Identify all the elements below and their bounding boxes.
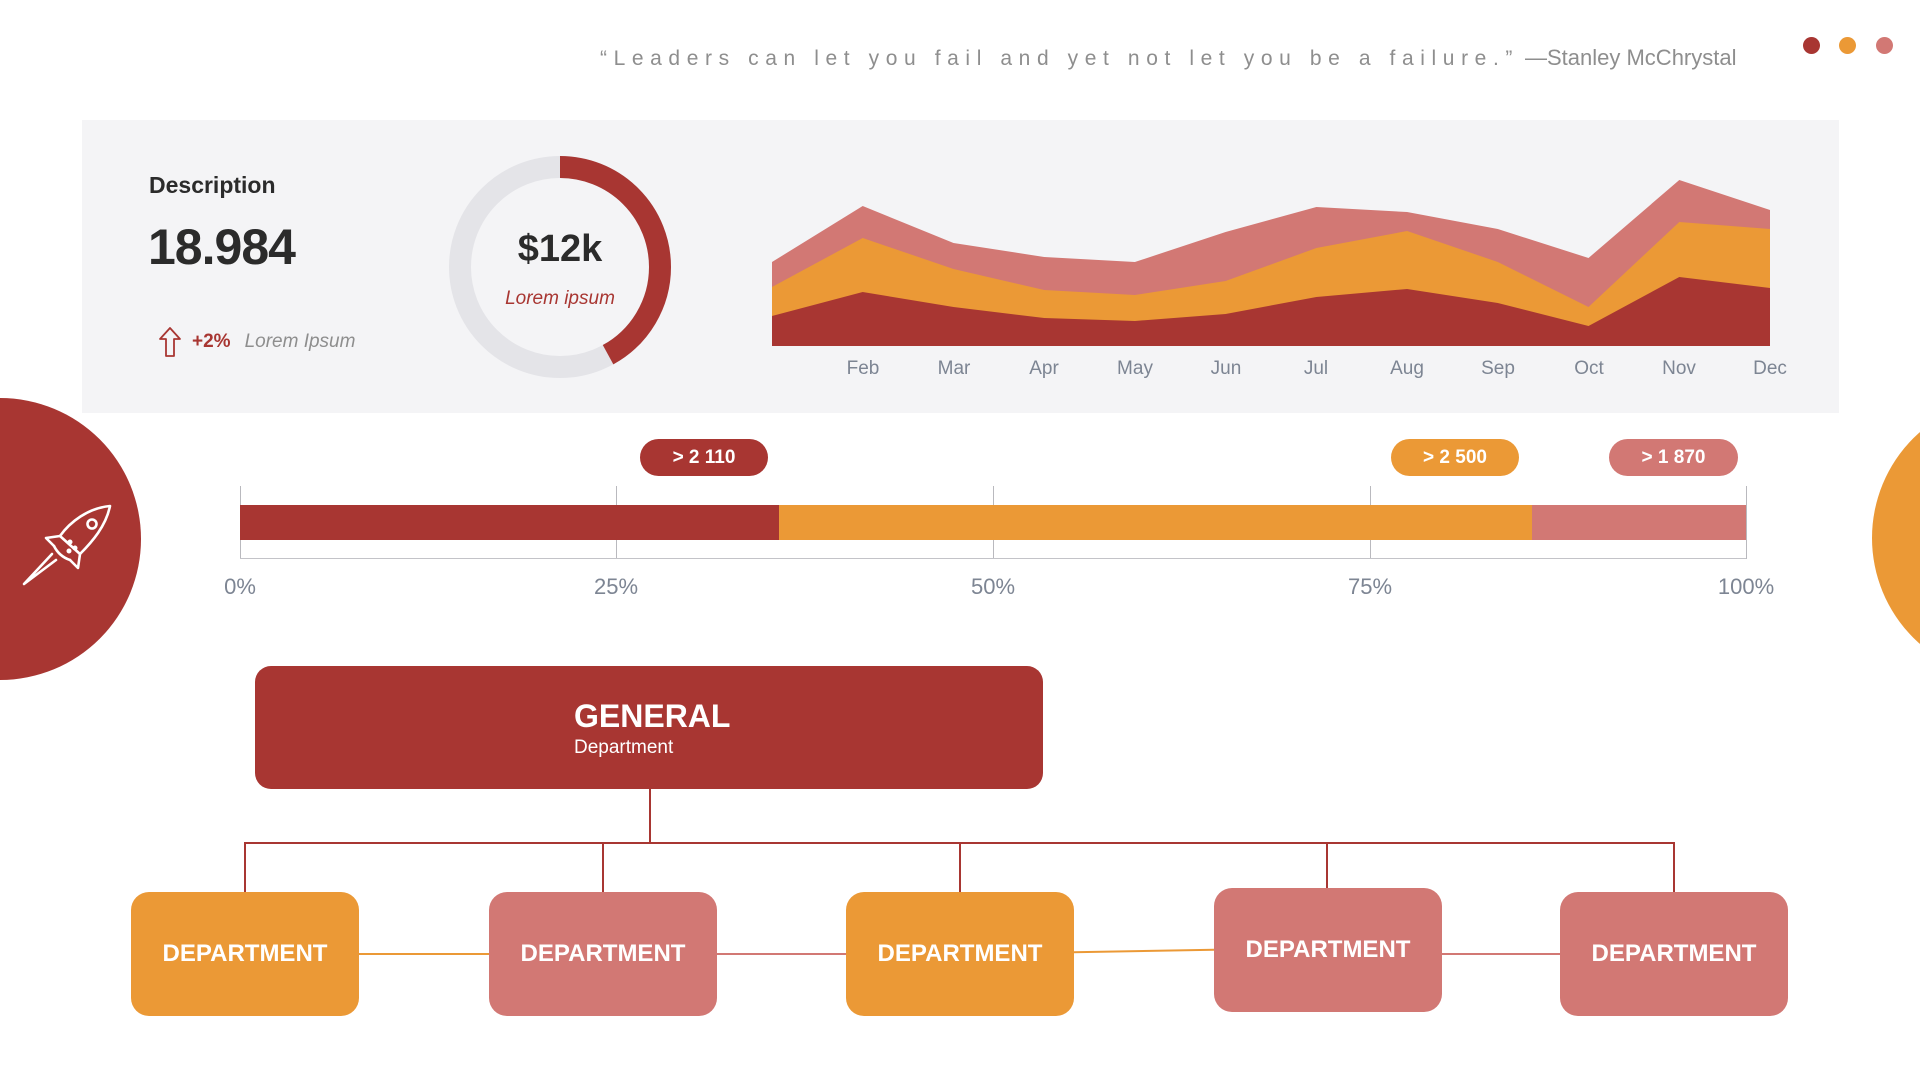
value-pill: > 2 110 (640, 439, 768, 476)
rocket-icon (22, 504, 112, 586)
connector-line (1326, 842, 1328, 888)
axis-label: 0% (224, 574, 256, 599)
arrow-up-icon (159, 327, 181, 357)
dot-pink (1876, 37, 1893, 54)
area-series-1 (772, 277, 1770, 346)
org-root-title: GENERAL (574, 698, 731, 734)
month-label: May (1117, 358, 1153, 379)
org-child-box[interactable]: DEPARTMENT (489, 892, 717, 1016)
month-label: Sep (1481, 358, 1515, 379)
axis-line (240, 558, 1746, 559)
axis-label: 50% (970, 574, 1016, 599)
connector-line (649, 789, 651, 844)
quote-author: —Stanley McChrystal (1524, 45, 1737, 70)
org-root-box[interactable] (255, 666, 1043, 789)
month-label: Apr (1029, 358, 1059, 379)
kpi-value: 18.984 (148, 219, 296, 275)
quote-text: “Leaders can let you fail and yet not le… (600, 47, 1519, 70)
connector-line (1673, 842, 1675, 892)
quote: “Leaders can let you fail and yet not le… (600, 44, 1790, 73)
axis-tick (1746, 486, 1747, 559)
donut-chart (449, 156, 671, 378)
org-root-subtitle: Department (574, 737, 674, 758)
donut-value: $12k (517, 228, 603, 270)
trend-percent: +2% (192, 331, 231, 352)
connector-line (244, 842, 246, 892)
month-label: Jul (1303, 358, 1329, 379)
stacked-area-chart (772, 180, 1770, 346)
month-label: Oct (1574, 358, 1604, 379)
progress-segment-pink (1532, 505, 1746, 540)
progress-segment-orange (779, 505, 1533, 540)
kpi-trend: +2% Lorem Ipsum (158, 326, 355, 358)
month-label: Aug (1390, 358, 1424, 379)
donut-arc (449, 156, 671, 378)
month-label: Nov (1662, 358, 1696, 379)
dot-red (1803, 37, 1820, 54)
sibling-connector (1441, 953, 1560, 955)
connector-line (602, 842, 604, 892)
connector-line (959, 842, 961, 892)
sibling-connector (716, 953, 847, 955)
axis-label: 100% (1717, 574, 1775, 599)
kpi-title: Description (149, 172, 276, 198)
org-child-box[interactable]: DEPARTMENT (846, 892, 1074, 1016)
trend-label: Lorem Ipsum (244, 331, 356, 352)
month-label: Mar (937, 358, 971, 379)
donut-label: Lorem ipsum (505, 288, 615, 309)
month-label: Jun (1210, 358, 1242, 379)
sibling-connector (1072, 948, 1215, 954)
value-pill: > 1 870 (1609, 439, 1738, 476)
month-label: Feb (846, 358, 880, 379)
stacked-progress-bar (240, 505, 1746, 540)
org-child-box[interactable]: DEPARTMENT (131, 892, 359, 1016)
axis-label: 75% (1347, 574, 1393, 599)
month-label: Dec (1753, 358, 1787, 379)
axis-label: 25% (593, 574, 639, 599)
decor-circle-right (1872, 397, 1920, 679)
org-child-box[interactable]: DEPARTMENT (1214, 888, 1442, 1012)
dot-orange (1839, 37, 1856, 54)
org-child-box[interactable]: DEPARTMENT (1560, 892, 1788, 1016)
value-pill: > 2 500 (1391, 439, 1519, 476)
progress-segment-red (240, 505, 780, 540)
sibling-connector (359, 953, 489, 955)
